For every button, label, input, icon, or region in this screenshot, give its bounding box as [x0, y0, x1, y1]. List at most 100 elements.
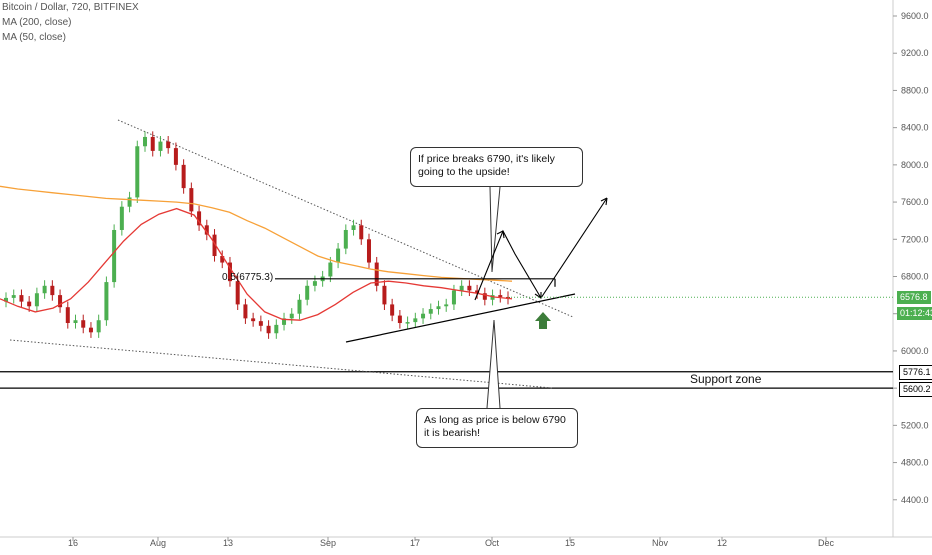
candle-body — [227, 262, 232, 282]
candle — [104, 276, 109, 326]
candle-body — [336, 248, 341, 263]
candle — [289, 308, 294, 324]
candle-body — [467, 285, 472, 291]
support-bottom-badge: 5600.2 — [899, 382, 932, 397]
candle-body — [65, 307, 70, 324]
candle — [127, 191, 132, 213]
candle — [204, 219, 209, 241]
x-tick-label: Aug — [150, 538, 166, 548]
candle-body — [297, 299, 302, 314]
candle-body — [19, 295, 24, 302]
y-tick-label: 4800.0 — [901, 458, 929, 468]
projection-arrowhead-up — [600, 197, 608, 206]
candle — [366, 233, 371, 269]
candle-body — [212, 234, 217, 257]
candle-body — [328, 262, 333, 277]
candle-body — [197, 211, 202, 226]
callout-bearish[interactable]: As long as price is below 6790 it is bea… — [416, 408, 578, 448]
x-tick-label: 12 — [717, 538, 727, 548]
candle-body — [282, 318, 287, 325]
projection-arrowhead-mid — [496, 230, 505, 239]
candle — [220, 250, 225, 269]
candle — [336, 243, 341, 269]
candle — [467, 280, 472, 297]
candle-body — [220, 256, 225, 263]
candle — [405, 316, 410, 329]
candle — [81, 314, 86, 334]
candle-body — [305, 285, 310, 300]
callout-bearish-text: As long as price is below 6790 it is bea… — [424, 414, 566, 439]
candle — [96, 314, 101, 338]
candle-body — [390, 304, 395, 316]
candle-body — [27, 301, 32, 307]
candle-body — [104, 282, 109, 321]
candle — [88, 322, 93, 338]
x-tick-label: Sep — [320, 538, 336, 548]
candle — [50, 280, 55, 301]
candle-body — [58, 295, 63, 308]
candle-body — [482, 293, 487, 300]
candle — [351, 219, 356, 236]
candle — [490, 289, 495, 306]
candle-body — [405, 322, 410, 324]
candle — [173, 142, 178, 171]
last-price-badge: 6576.8 — [897, 291, 931, 304]
ascending-trendline — [345, 293, 576, 343]
candle — [428, 303, 433, 320]
candle-body — [127, 197, 132, 207]
candle-body — [421, 313, 426, 319]
x-tick-label: 16 — [68, 538, 78, 548]
y-tick-label: 7600.0 — [901, 197, 929, 207]
candle-body — [135, 146, 140, 198]
candle-body — [382, 285, 387, 305]
candle-body — [428, 309, 433, 314]
callout-upside[interactable]: If price breaks 6790, it's likely going … — [410, 147, 583, 187]
candle — [227, 256, 232, 287]
candle-body — [150, 136, 155, 151]
candle-body — [490, 295, 495, 300]
candle — [158, 136, 163, 157]
x-tick-label: 17 — [410, 538, 420, 548]
candle-body — [413, 318, 418, 323]
candle-body — [181, 164, 186, 189]
y-tick-label: 6000.0 — [901, 346, 929, 356]
candle-body — [258, 321, 263, 326]
ma200-line — [0, 185, 513, 282]
candle-body — [444, 304, 449, 307]
candle — [413, 312, 418, 328]
candle-body — [312, 281, 317, 286]
callout-upside-text: If price breaks 6790, it's likely going … — [418, 153, 555, 178]
support-top-badge: 5776.1 — [899, 365, 932, 380]
candle — [251, 312, 256, 327]
callout-bearish-pointer — [486, 319, 501, 409]
candle — [258, 315, 263, 332]
candle — [266, 320, 271, 339]
candle — [312, 275, 317, 292]
candle — [459, 280, 464, 297]
green-up-arrow-icon — [535, 312, 551, 329]
legend-symbol: Bitcoin / Dollar, 720, BITFINEX — [2, 2, 139, 13]
y-tick-label: 8400.0 — [901, 123, 929, 133]
x-tick-label: Dec — [818, 538, 835, 548]
candle — [235, 275, 240, 310]
candle-body — [374, 262, 379, 286]
candle — [34, 287, 39, 312]
x-tick-label: Oct — [485, 538, 500, 548]
candle — [390, 298, 395, 322]
fib-label: 0.5(6775.3) — [222, 272, 274, 283]
candle — [27, 296, 32, 312]
candle-body — [42, 285, 47, 294]
candle-body — [498, 295, 503, 297]
candle-body — [204, 225, 209, 235]
candle-body — [274, 324, 279, 334]
candle — [19, 289, 24, 308]
candle — [73, 314, 78, 329]
candle — [243, 298, 248, 324]
y-tick-label: 6800.0 — [901, 272, 929, 282]
candle-body — [173, 148, 178, 165]
candle-body — [96, 320, 101, 333]
candle — [150, 131, 155, 157]
y-tick-label: 4400.0 — [901, 495, 929, 505]
